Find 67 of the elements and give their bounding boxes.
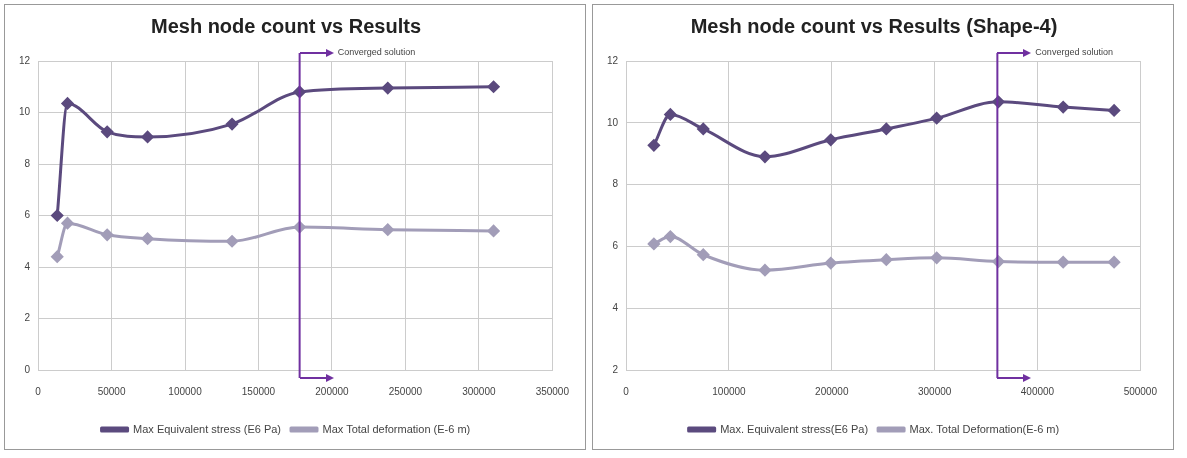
y-tick-label: 10 <box>19 106 31 118</box>
legend-label: Max Total deformation (E-6 m) <box>322 422 471 435</box>
y-tick-label: 12 <box>607 54 619 66</box>
chart-title: Mesh node count vs Results <box>150 14 422 37</box>
legend-label: Max Equivalent stress (E6 Pa) <box>133 422 282 435</box>
x-tick-label: 500000 <box>1123 385 1158 397</box>
legend-label: Max. Equivalent stress(E6 Pa) <box>720 422 869 435</box>
point <box>880 122 893 135</box>
point <box>487 80 500 93</box>
point <box>880 253 893 266</box>
point <box>226 118 239 131</box>
point <box>381 223 394 236</box>
y-tick-label: 6 <box>612 240 619 252</box>
point <box>930 112 943 125</box>
x-tick-label: 0 <box>35 385 42 397</box>
x-tick-label: 300000 <box>462 385 496 397</box>
point <box>758 264 771 277</box>
x-tick-label: 200000 <box>315 385 350 397</box>
point <box>51 209 64 222</box>
point <box>61 217 74 230</box>
x-tick-label: 100000 <box>712 385 747 397</box>
point <box>1108 256 1121 269</box>
point <box>487 224 500 237</box>
x-tick-label: 350000 <box>535 385 570 397</box>
x-tick-label: 400000 <box>1020 385 1055 397</box>
point <box>1057 101 1070 114</box>
legend-label: Max. Total Deformation(E-6 m) <box>909 422 1060 435</box>
y-tick-label: 10 <box>607 116 619 128</box>
x-tick-label: 150000 <box>241 385 276 397</box>
y-tick-label: 2 <box>612 363 619 375</box>
point <box>141 232 154 245</box>
point <box>664 108 677 121</box>
point <box>697 248 710 261</box>
y-tick-label: 6 <box>24 209 31 221</box>
point <box>101 228 114 241</box>
point <box>697 122 710 135</box>
ref-line-label: Converged solution <box>337 47 416 58</box>
y-tick-label: 8 <box>612 178 619 190</box>
chart-title: Mesh node count vs Results (Shape-4) <box>690 14 1058 37</box>
point <box>1057 256 1070 269</box>
y-tick-label: 12 <box>19 54 31 66</box>
point <box>824 133 837 146</box>
point <box>647 237 660 250</box>
point <box>824 257 837 270</box>
x-tick-label: 50000 <box>97 385 126 397</box>
x-tick-label: 200000 <box>815 385 849 397</box>
point <box>1108 104 1121 117</box>
y-tick-label: 0 <box>24 363 31 375</box>
x-tick-label: 100000 <box>168 385 203 397</box>
point <box>141 130 154 143</box>
point <box>647 139 660 152</box>
y-tick-label: 8 <box>24 157 31 169</box>
x-tick-label: 0 <box>623 385 630 397</box>
point <box>930 251 943 264</box>
point <box>61 97 74 110</box>
x-tick-label: 250000 <box>388 385 423 397</box>
y-tick-label: 2 <box>24 312 31 324</box>
point <box>226 235 239 248</box>
point <box>664 230 677 243</box>
point <box>758 150 771 163</box>
point <box>101 125 114 138</box>
x-tick-label: 300000 <box>917 385 952 397</box>
y-tick-label: 4 <box>24 260 31 272</box>
point <box>381 82 394 95</box>
ref-line-label: Converged solution <box>1035 47 1113 58</box>
y-tick-label: 4 <box>612 301 619 313</box>
point <box>51 250 64 263</box>
